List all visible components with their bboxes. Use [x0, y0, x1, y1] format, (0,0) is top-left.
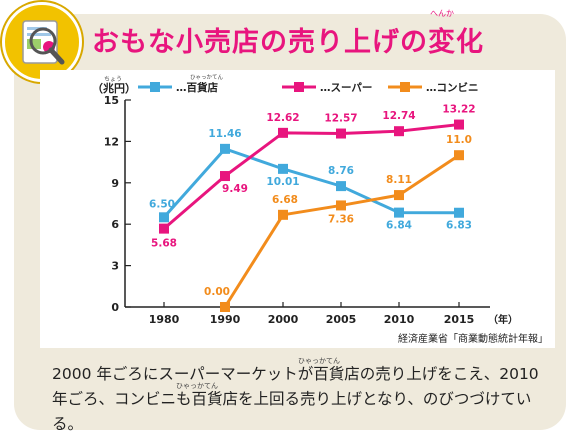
y-tick-label: 15 [104, 94, 119, 107]
series-line [223, 153, 460, 308]
axes: 0 3 6 9 12 15 1980 1990 2000 2005 2010 2015 （年） （兆円）ち… [92, 76, 548, 345]
legend-marker [294, 82, 304, 92]
magnifier-chart-badge-icon [2, 2, 82, 82]
data-labels: 6.50 11.46 10.01 8.76 6.84 6.83 5.68 9.49 12.62 1… [149, 104, 476, 298]
data-label: 8.11 [386, 174, 412, 186]
data-label: 11.0 [446, 134, 472, 146]
x-tick-label: 1990 [210, 313, 241, 326]
x-tick-label: 2015 [444, 313, 475, 326]
y-tick-label: 6 [111, 218, 119, 231]
x-tick-label: 2000 [268, 313, 299, 326]
line-chart: 0 3 6 9 12 15 1980 1990 2000 2005 2010 2015 （年） （兆円）ち… [92, 74, 548, 345]
title-ruby: へんか [430, 9, 454, 18]
caption-text: 2000 年ごろにスーパーマーケットが百貨店の売り上げをこえ、2010 年ごろ、… [52, 362, 552, 437]
data-point [159, 223, 169, 234]
source-note: 経済産業省「商業動態統計年報」 [398, 332, 548, 345]
y-tick-label: 0 [111, 301, 119, 314]
series-line [162, 147, 460, 219]
x-tick-label: 1980 [149, 313, 180, 326]
data-point [336, 200, 346, 211]
data-label: 12.57 [324, 113, 357, 125]
data-point [336, 128, 346, 139]
data-label: 10.01 [266, 176, 299, 188]
data-point [220, 171, 230, 182]
data-point [394, 207, 404, 218]
y-axis-label-ruby: ちょう [104, 76, 122, 83]
legend-marker [400, 82, 410, 92]
data-point [454, 119, 464, 130]
caption-ruby-2: ひゃっかてん [176, 382, 218, 390]
data-point [278, 127, 288, 138]
data-label: 0.00 [204, 286, 230, 298]
data-label: 5.68 [151, 238, 177, 250]
legend-label: …百貨店 [176, 81, 218, 94]
data-label: 12.74 [382, 110, 415, 122]
y-tick-label: 3 [111, 260, 119, 273]
legend-ruby: ひゃっかてん [190, 74, 224, 81]
data-point [454, 207, 464, 218]
caption-ruby-1: ひゃっかてん [298, 357, 340, 365]
data-label: 7.36 [328, 213, 354, 225]
data-label: 13.22 [442, 104, 475, 116]
data-label: 6.68 [272, 194, 298, 206]
series-line [163, 123, 460, 230]
data-point [336, 181, 346, 192]
legend-marker [150, 82, 160, 92]
y-axis-label: （兆円） [92, 81, 136, 95]
caption-line-2: 年ごろ、コンビニも百貨店を上回る売り上げとなり、のびつづけている。 [52, 390, 532, 433]
data-point [278, 209, 288, 220]
caption-line-1: 2000 年ごろにスーパーマーケットが百貨店の売り上げをこえ、2010 [52, 365, 539, 383]
chart-area: 0 3 6 9 12 15 1980 1990 2000 2005 2010 2015 （年） （兆円）ち… [40, 70, 555, 348]
data-point [394, 190, 404, 201]
y-tick-label: 12 [104, 135, 119, 148]
series-lines [159, 119, 464, 312]
data-point [278, 163, 288, 174]
data-label: 11.46 [208, 128, 241, 140]
data-point [220, 302, 230, 312]
data-point [220, 143, 230, 154]
data-point [159, 212, 169, 223]
legend-label: …コンビニ [426, 81, 479, 94]
x-tick-label: 2005 [326, 313, 357, 326]
data-label: 6.50 [149, 198, 175, 210]
data-label: 8.76 [328, 165, 354, 177]
page-title: おもな小売店の売り上げの変化 [92, 27, 484, 58]
data-label: 12.62 [266, 112, 299, 124]
data-point [454, 150, 464, 161]
legend-label: …スーパー [320, 82, 372, 94]
data-label: 9.49 [222, 183, 248, 195]
data-label: 6.83 [446, 220, 472, 232]
x-axis-label: （年） [488, 313, 518, 326]
x-tick-label: 2010 [384, 313, 415, 326]
data-point [394, 126, 404, 137]
data-label: 6.84 [386, 220, 412, 232]
y-tick-label: 9 [111, 177, 119, 190]
